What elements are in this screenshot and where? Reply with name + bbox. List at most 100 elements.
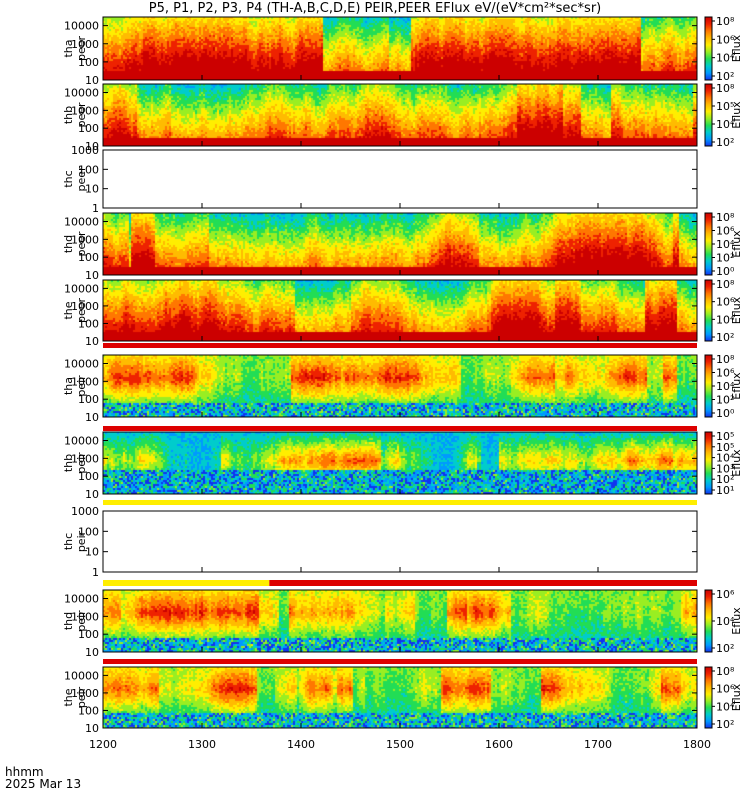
colorbar-label: 10⁴ (716, 52, 735, 65)
colorbar-label: 10² (716, 473, 734, 486)
status-strip (103, 426, 697, 431)
colorbar-title: Eflux (730, 230, 743, 258)
y-tick-label: 100 (78, 704, 99, 717)
y-tick-label: 10 (85, 646, 99, 659)
colorbar-label: 10⁰ (716, 407, 735, 420)
y-tick-label: 1000 (71, 610, 99, 623)
colorbar-label: 10² (716, 252, 734, 265)
y-tick-label: 10000 (64, 87, 99, 100)
panel-label: peer (75, 102, 88, 128)
colorbar-title: Eflux (730, 101, 743, 129)
y-tick-label: 100 (78, 525, 99, 538)
y-tick-label: 1 (92, 566, 99, 579)
y-tick-label: 1000 (71, 300, 99, 313)
colorbar-label: 10² (716, 331, 734, 344)
panel-label: peer (75, 36, 88, 62)
status-strip (103, 580, 270, 586)
y-tick-label: 10 (85, 335, 99, 348)
colorbar-label: 10⁶ (716, 683, 735, 696)
x-tick-label: 1400 (287, 738, 315, 751)
y-tick-label: 10000 (64, 435, 99, 448)
panel-label: peir (75, 610, 88, 632)
colorbar (704, 279, 713, 342)
colorbar-label: 10⁴ (716, 452, 735, 465)
colorbar-label: 10⁶ (716, 367, 735, 380)
y-tick-label: 1000 (71, 452, 99, 465)
y-tick-label: 10 (85, 74, 99, 87)
y-tick-label: 100 (78, 470, 99, 483)
status-strip (103, 500, 697, 505)
x-tick-label: 1800 (683, 738, 711, 751)
colorbar-label: 10⁸ (716, 82, 735, 95)
status-strip (269, 580, 697, 586)
y-tick-label: 100 (78, 628, 99, 641)
y-tick-label: 10 (85, 269, 99, 282)
colorbar (704, 16, 713, 81)
y-tick-label: 10 (85, 411, 99, 424)
panel-label: peir (75, 530, 88, 552)
panel-label: thc (62, 533, 75, 550)
colorbar-label: 10² (716, 718, 734, 731)
footer-unit: hhmm (5, 765, 44, 779)
y-tick-label: 1000 (71, 375, 99, 388)
colorbar-label: 10² (716, 136, 734, 149)
panel-label: peer (75, 231, 88, 257)
status-strip (103, 343, 697, 348)
panel-label: peir (75, 452, 88, 474)
colorbar-label: 10⁸ (716, 665, 735, 678)
y-tick-label: 1000 (71, 687, 99, 700)
y-tick-label: 10000 (64, 20, 99, 33)
panel-label: peir (75, 686, 88, 708)
x-tick-label: 1500 (386, 738, 414, 751)
y-tick-label: 1000 (71, 38, 99, 51)
y-tick-label: 10 (85, 546, 99, 559)
colorbar (704, 666, 713, 729)
colorbar-title: Eflux (730, 607, 743, 635)
y-tick-label: 10 (85, 722, 99, 735)
panel-label: the (62, 688, 75, 706)
y-tick-label: 1000 (71, 144, 99, 157)
panel-label: tha (62, 377, 75, 395)
y-tick-label: 100 (78, 393, 99, 406)
colorbar-label: 10⁵ (716, 441, 734, 454)
colorbar-label: 10⁶ (716, 588, 735, 601)
colorbar-title: Eflux (730, 683, 743, 711)
y-tick-label: 10 (85, 183, 99, 196)
colorbar-title: Eflux (730, 34, 743, 62)
panel-label: thb (62, 454, 75, 472)
panel-frame (102, 510, 698, 573)
panel-label: thd (62, 612, 75, 630)
colorbar-title: Eflux (730, 296, 743, 324)
colorbar-label: 10⁴ (716, 238, 735, 251)
colorbar-label: 10⁴ (716, 118, 735, 131)
colorbar (704, 589, 713, 653)
colorbar-label: 10⁸ (716, 211, 735, 224)
colorbar-label: 10⁸ (716, 278, 735, 291)
colorbar-label: 10⁴ (716, 380, 735, 393)
colorbar-label: 10² (716, 394, 734, 407)
colorbar (704, 212, 713, 276)
status-strip (103, 659, 697, 664)
colorbar-label: 10⁴ (716, 313, 735, 326)
y-tick-label: 100 (78, 251, 99, 264)
y-tick-label: 10 (85, 488, 99, 501)
panel-label: thc (62, 170, 75, 187)
footer-date: 2025 Mar 13 (5, 777, 82, 791)
y-tick-label: 1000 (71, 104, 99, 117)
y-tick-label: 1 (92, 202, 99, 215)
colorbar-label: 10⁶ (716, 33, 735, 46)
y-tick-label: 10000 (64, 216, 99, 229)
colorbar-label: 10¹ (716, 484, 734, 497)
colorbar-label: 10⁵ (716, 100, 734, 113)
colorbar-label: 10⁵ (716, 430, 734, 443)
x-tick-label: 1200 (89, 738, 117, 751)
panel-label: tha (62, 39, 75, 57)
y-tick-label: 100 (78, 317, 99, 330)
colorbar-title: Eflux (730, 449, 743, 477)
panel-label: thd (62, 235, 75, 253)
y-tick-label: 1000 (71, 233, 99, 246)
colorbar-label: 10⁸ (716, 15, 735, 28)
colorbar (704, 83, 713, 147)
colorbar (704, 354, 713, 418)
